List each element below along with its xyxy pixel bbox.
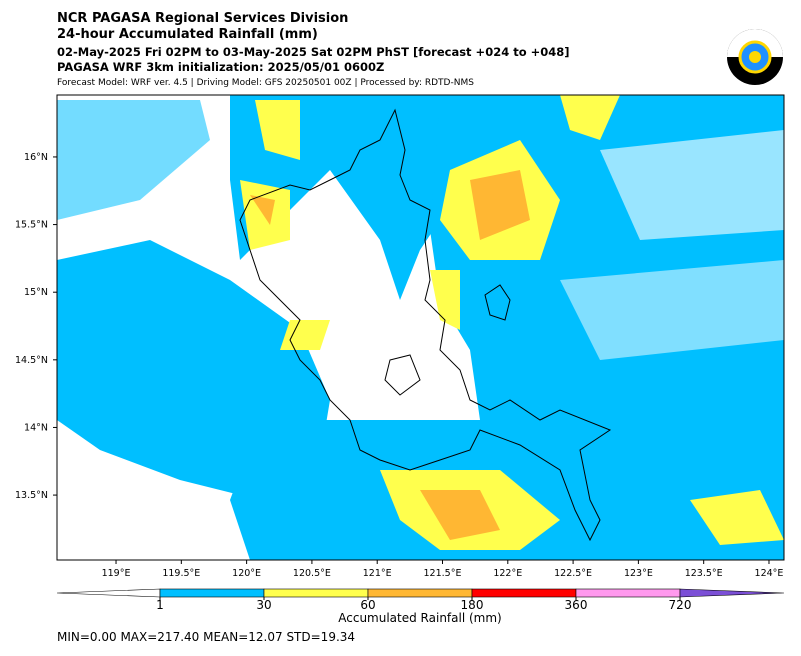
- stats: MIN=0.00 MAX=217.40 MEAN=12.07 STD=19.34: [57, 630, 355, 644]
- colorbar-tick-label: 360: [565, 598, 588, 612]
- y-tick-label: 14.5°N: [15, 355, 48, 366]
- x-tick-label: 124°E: [755, 568, 784, 579]
- x-tick-label: 119°E: [102, 568, 131, 579]
- y-tick-label: 13.5°N: [15, 490, 48, 501]
- y-tick-label: 15.5°N: [15, 220, 48, 231]
- colorbar: 1 30 60 180 360 720: [156, 588, 785, 612]
- x-tick-label: 120°E: [232, 568, 261, 579]
- colorbar-under: [56, 588, 161, 598]
- y-tick-label: 16°N: [24, 152, 48, 163]
- x-tick-label: 123.5°E: [685, 568, 723, 579]
- x-tick-label: 119.5°E: [162, 568, 200, 579]
- y-tick-label: 15°N: [24, 287, 48, 298]
- colorbar-segment: [471, 588, 577, 598]
- map-frame: [56, 94, 785, 561]
- colorbar-segment: [263, 588, 369, 598]
- colorbar-segment: [367, 588, 473, 598]
- colorbar-tick-label: 180: [461, 598, 484, 612]
- colorbar-segment: [575, 588, 681, 598]
- init: PAGASA WRF 3km initialization: 2025/05/0…: [57, 60, 384, 74]
- colorbar-segment: [159, 588, 265, 598]
- logo: [727, 29, 783, 85]
- title: NCR PAGASA Regional Services Division: [57, 11, 348, 26]
- coastlines: [239, 108, 612, 542]
- rain-field: [57, 95, 784, 560]
- colorbar-tick-label: 30: [256, 598, 271, 612]
- x-tick-label: 121.5°E: [424, 568, 462, 579]
- colorbar-label: Accumulated Rainfall (mm): [338, 611, 501, 625]
- x-tick-label: 123°E: [624, 568, 653, 579]
- colorbar-tick-label: 1: [156, 598, 164, 612]
- x-tick-label: 120.5°E: [293, 568, 331, 579]
- subtitle: 24-hour Accumulated Rainfall (mm): [57, 27, 318, 42]
- colorbar-tick-label: 60: [360, 598, 375, 612]
- period: 02-May-2025 Fri 02PM to 03-May-2025 Sat …: [57, 45, 570, 59]
- x-tick-label: 121°E: [363, 568, 392, 579]
- model-info: Forecast Model: WRF ver. 4.5 | Driving M…: [57, 78, 474, 88]
- colorbar-tick-label: 720: [669, 598, 692, 612]
- x-tick-label: 122°E: [493, 568, 522, 579]
- y-tick-label: 14°N: [24, 422, 48, 433]
- colorbar-over: [679, 588, 785, 598]
- x-tick-label: 122.5°E: [554, 568, 592, 579]
